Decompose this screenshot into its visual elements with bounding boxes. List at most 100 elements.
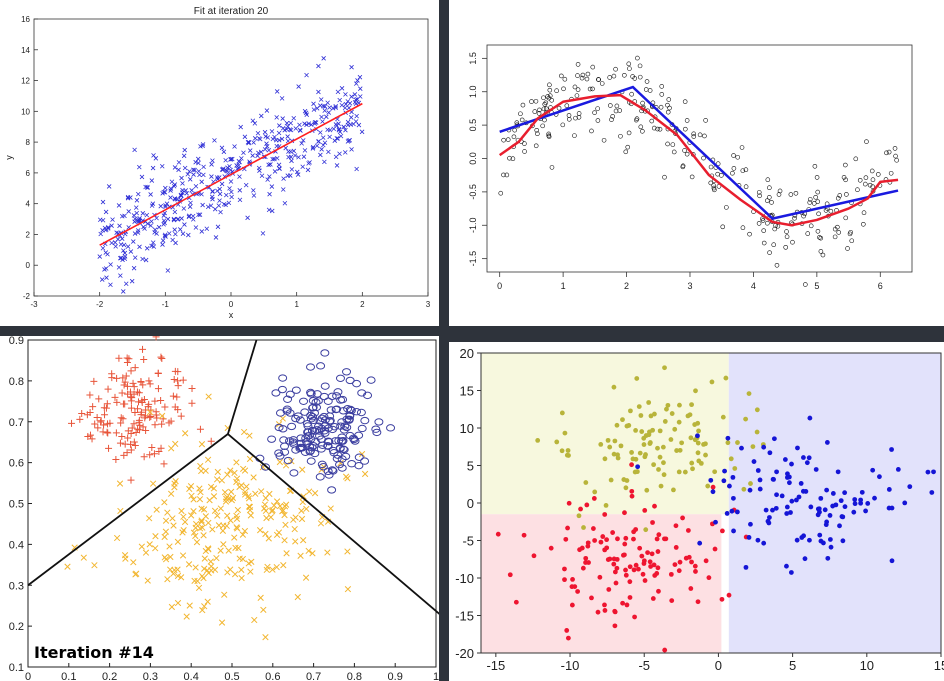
data-point xyxy=(743,416,749,422)
data-point xyxy=(337,129,343,135)
data-point xyxy=(644,487,650,493)
data-point xyxy=(298,507,305,514)
data-point xyxy=(179,376,187,384)
data-point xyxy=(845,246,850,251)
data-point xyxy=(162,517,170,524)
y-tick-label: -5 xyxy=(462,534,474,549)
data-point xyxy=(146,409,154,416)
data-point xyxy=(559,410,565,416)
data-point xyxy=(136,164,142,170)
data-point xyxy=(591,496,597,501)
data-point xyxy=(137,244,142,250)
data-point xyxy=(598,539,604,545)
data-point xyxy=(578,506,583,512)
y-tick-label: 10 xyxy=(460,421,474,436)
data-point xyxy=(682,469,688,475)
data-point xyxy=(196,425,204,433)
data-point xyxy=(627,66,632,71)
data-point xyxy=(719,596,725,602)
data-point xyxy=(339,446,349,454)
data-point xyxy=(309,416,319,425)
data-point xyxy=(828,544,834,550)
data-point xyxy=(638,413,644,418)
y-tick-label: 0 xyxy=(26,261,31,270)
data-point xyxy=(169,392,177,400)
data-point xyxy=(818,249,824,254)
data-point xyxy=(795,445,800,451)
data-point xyxy=(292,538,299,545)
data-point xyxy=(657,454,663,460)
data-point xyxy=(662,174,667,180)
data-point xyxy=(134,198,140,203)
data-point xyxy=(201,172,206,178)
data-point xyxy=(602,456,608,462)
data-point xyxy=(931,469,936,475)
data-point xyxy=(180,231,186,236)
data-point xyxy=(152,230,157,235)
data-point xyxy=(129,379,137,387)
data-point xyxy=(697,132,703,138)
data-point xyxy=(181,206,187,211)
data-point xyxy=(140,356,148,364)
data-point xyxy=(146,413,154,421)
data-point xyxy=(317,103,323,108)
data-point xyxy=(100,217,106,223)
data-point xyxy=(318,152,323,158)
data-point xyxy=(541,95,546,101)
data-point xyxy=(618,443,624,449)
data-point xyxy=(193,539,201,546)
data-point xyxy=(625,144,631,150)
data-point xyxy=(357,74,363,80)
data-point xyxy=(274,115,279,120)
sine-regression-plot: 0 1 2 3 4 5 6 -1.5 -1.0 -0.5 0.0 0.5 1.0 1.5 xyxy=(468,44,913,291)
data-point xyxy=(853,156,859,162)
data-point xyxy=(628,408,633,414)
data-point xyxy=(339,426,349,434)
data-point xyxy=(284,120,290,126)
data-point xyxy=(859,489,865,495)
data-point xyxy=(132,255,138,260)
data-point xyxy=(720,224,726,230)
plot-frame xyxy=(27,339,437,668)
data-point xyxy=(583,555,589,561)
data-point xyxy=(138,543,145,550)
x-tick-label: 5 xyxy=(789,658,796,673)
data-point xyxy=(719,528,725,534)
data-point xyxy=(233,478,240,486)
data-point xyxy=(566,113,572,118)
data-point xyxy=(143,257,149,263)
data-point xyxy=(149,219,154,224)
data-point xyxy=(120,289,126,294)
data-point xyxy=(355,96,360,102)
data-point xyxy=(657,126,663,132)
data-point xyxy=(297,552,304,559)
data-point xyxy=(534,127,540,133)
data-point xyxy=(712,469,718,475)
data-point xyxy=(179,175,184,181)
data-point xyxy=(174,382,182,390)
data-point xyxy=(170,237,175,243)
data-point xyxy=(662,365,667,371)
data-point xyxy=(319,114,324,120)
data-point xyxy=(279,96,285,101)
data-point xyxy=(280,125,286,131)
data-point xyxy=(574,93,580,98)
data-point xyxy=(731,153,736,158)
data-point xyxy=(684,118,690,123)
x-tick-label: -3 xyxy=(30,300,38,309)
data-point xyxy=(505,137,511,142)
data-point xyxy=(757,477,763,483)
data-point xyxy=(310,146,316,151)
data-point xyxy=(349,147,354,152)
data-point xyxy=(225,165,230,170)
data-point xyxy=(649,551,655,557)
data-point xyxy=(243,483,250,490)
data-point xyxy=(343,101,349,107)
data-point xyxy=(228,179,234,184)
data-point xyxy=(620,600,626,606)
data-point xyxy=(720,414,726,420)
x-tick-label: 2 xyxy=(624,281,629,291)
data-point xyxy=(739,145,745,150)
data-point xyxy=(296,154,301,160)
data-point xyxy=(886,149,892,155)
